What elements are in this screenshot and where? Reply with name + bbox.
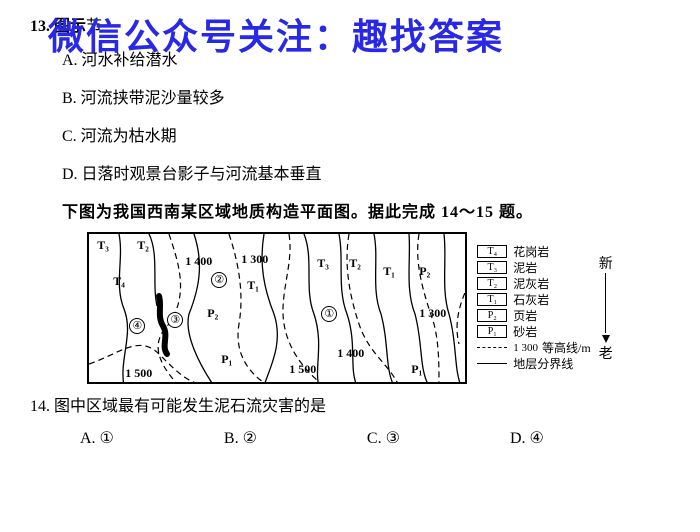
legend-label: 泥灰岩 [513, 275, 549, 292]
ans-b: B. ② [224, 428, 257, 448]
legend-row: T₂ 泥灰岩 [477, 276, 590, 291]
legend: T₄ 花岗岩 T₃ 泥岩 T₂ 泥灰岩 T₁ 石灰岩 P₂ 页岩 P₁ 砂岩 1 300 等高线/m地层分… [477, 244, 590, 372]
map-label: 1 400 [185, 254, 212, 269]
legend-label: 砂岩 [513, 323, 537, 340]
ans-c: C. ③ [367, 428, 400, 448]
geology-map: T₃T₂T₄1 400②1 300T₁T₃T₂T₁P₂④③P₂①1 3001 5… [87, 232, 467, 384]
map-label: T₁ [247, 278, 259, 293]
age-old: 老 [599, 343, 613, 363]
map-label: T₂ [137, 238, 149, 253]
map-label: 1 400 [337, 346, 364, 361]
opt-c: C. 河流为枯水期 [62, 122, 670, 146]
legend-label: 石灰岩 [513, 291, 549, 308]
solid-line-icon [477, 363, 507, 364]
legend-symbol: T₂ [477, 277, 507, 290]
legend-contour: 1 300 [513, 342, 538, 354]
legend-row: T₃ 泥岩 [477, 260, 590, 275]
age-new: 新 [599, 253, 613, 273]
map-label: 1 300 [241, 252, 268, 267]
map-label: T₃ [97, 238, 109, 253]
map-label: T₁ [383, 264, 395, 279]
legend-boundary-txt: 地层分界线 [513, 355, 573, 372]
legend-contour-txt: 等高线/m [542, 339, 591, 356]
q14-options: A. ① B. ② C. ③ D. ④ [80, 428, 670, 448]
map-label: T₄ [113, 274, 125, 289]
legend-symbol: T₄ [477, 245, 507, 258]
q14-text: 14. 图中区域最有可能发生泥石流灾害的是 [30, 392, 670, 416]
legend-label: 泥岩 [513, 259, 537, 276]
legend-label: 花岗岩 [513, 243, 549, 260]
legend-symbol: T₃ [477, 261, 507, 274]
map-label: P₁ [411, 362, 422, 377]
opt-d: D. 日落时观景台影子与河流基本垂直 [62, 160, 670, 184]
map-label: 1 500 [289, 362, 316, 377]
page-content: 13. 图示节 A. 河水补给潜水 B. 河流挟带泥沙量较多 C. 河流为枯水期… [0, 0, 700, 448]
map-label: P₁ [221, 352, 232, 367]
age-arrow-line [605, 273, 607, 333]
legend-contour-row: 1 300 等高线/m [477, 340, 590, 355]
legend-symbol: T₁ [477, 293, 507, 306]
figure: T₃T₂T₄1 400②1 300T₁T₃T₂T₁P₂④③P₂①1 3001 5… [87, 232, 612, 384]
map-label: T₃ [317, 256, 329, 271]
watermark-text: 微信公众号关注：趣找答案 [48, 8, 504, 60]
legend-row: T₁ 石灰岩 [477, 292, 590, 307]
legend-label: 页岩 [513, 307, 537, 324]
legend-symbol: P₁ [477, 325, 507, 338]
opt-b: B. 河流挟带泥沙量较多 [62, 84, 670, 108]
q13-options: A. 河水补给潜水 B. 河流挟带泥沙量较多 C. 河流为枯水期 D. 日落时观… [62, 46, 670, 184]
figure-area: T₃T₂T₄1 400②1 300T₁T₃T₂T₁P₂④③P₂①1 3001 5… [30, 232, 670, 384]
map-label: P₂ [419, 264, 430, 279]
ans-a: A. ① [80, 428, 114, 448]
legend-row: P₁ 砂岩 [477, 324, 590, 339]
age-column: 新 老 [599, 253, 613, 363]
legend-boundary-row: 地层分界线 [477, 356, 590, 371]
map-label: T₂ [349, 256, 361, 271]
legend-symbol: P₂ [477, 309, 507, 322]
map-label: 1 500 [125, 366, 152, 381]
map-label: P₂ [207, 306, 218, 321]
map-label: 1 300 [419, 306, 446, 321]
age-arrow-head [602, 335, 610, 343]
dashed-line-icon [477, 347, 507, 348]
legend-row: T₄ 花岗岩 [477, 244, 590, 259]
legend-row: P₂ 页岩 [477, 308, 590, 323]
ans-d: D. ④ [510, 428, 544, 448]
intro-text: 下图为我国西南某区域地质构造平面图。据此完成 14～15 题。 [62, 198, 670, 222]
